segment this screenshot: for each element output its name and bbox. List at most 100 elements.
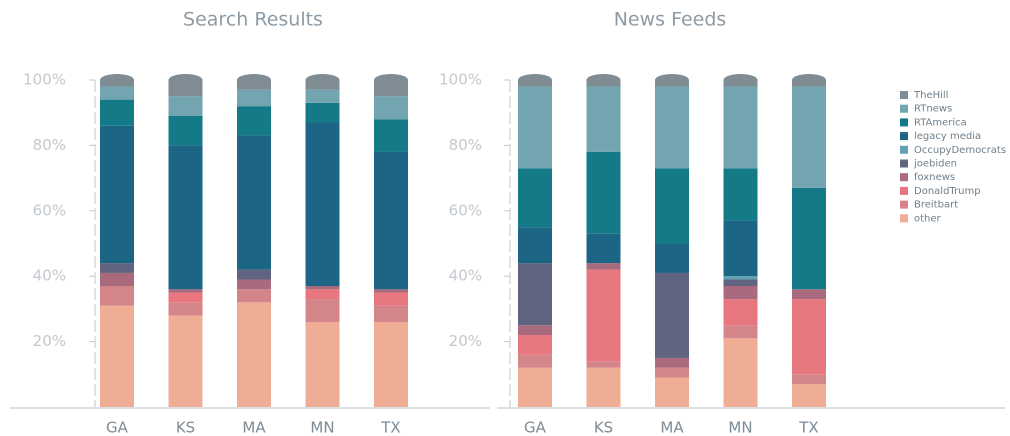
bar-segment [305, 289, 340, 300]
x-tick-label: MA [660, 419, 684, 436]
bar-segment [518, 168, 552, 228]
bar-segment [723, 338, 758, 407]
bar-segment [374, 96, 408, 120]
bar-segment [518, 335, 552, 355]
bar-segment [655, 168, 689, 244]
bar-segment [723, 299, 758, 326]
legend-swatch [900, 132, 908, 141]
bar-segment [100, 86, 134, 100]
bar-segment [100, 263, 134, 273]
bar-segment [723, 325, 758, 339]
legend-label: Breitbart [914, 200, 958, 211]
legend-label: RTAmerica [914, 117, 967, 128]
y-tick-label: 60% [33, 201, 66, 219]
x-tick-label: TX [380, 419, 400, 436]
y-tick-label: 80% [33, 136, 66, 154]
bar-cap [518, 74, 552, 86]
chart-title: News Feeds [614, 9, 727, 31]
bar-segment [518, 354, 552, 368]
bar-segment [305, 286, 340, 290]
bar-segment [518, 263, 552, 326]
bar-segment [168, 292, 203, 303]
bar-segment [374, 305, 408, 322]
bar-segment [518, 86, 552, 169]
bar-segment [237, 279, 271, 290]
bar-segment [586, 233, 621, 264]
legend-label: foxnews [914, 172, 955, 183]
legend-label: joebiden [913, 159, 957, 170]
bar-segment [100, 99, 134, 126]
x-tick-label: TX [798, 419, 818, 436]
bar-segment [100, 125, 134, 264]
bar-segment [586, 151, 621, 234]
bar-cap [723, 74, 758, 86]
legend-swatch [900, 104, 908, 113]
bar-segment [374, 292, 408, 306]
bar-segment [723, 276, 758, 280]
bar-segment [374, 151, 408, 290]
bar-segment [586, 269, 621, 362]
bar-segment [237, 289, 271, 303]
legend-swatch [900, 118, 908, 127]
bar-segment [100, 305, 134, 407]
bar-segment [305, 102, 340, 123]
bar-cap [237, 74, 271, 86]
y-tick-label: 20% [33, 332, 66, 350]
bar-segment [723, 279, 758, 287]
y-tick-label: 40% [33, 267, 66, 285]
bar-segment [586, 263, 621, 270]
y-tick-label: 100% [439, 71, 482, 89]
bar-segment [237, 269, 271, 280]
bar-cap [586, 74, 621, 86]
chart-title: Search Results [183, 9, 323, 31]
x-tick-label: GA [524, 419, 547, 436]
x-tick-label: GA [106, 419, 129, 436]
bar-cap [374, 74, 408, 86]
bar-segment [374, 289, 408, 293]
bar-segment [168, 315, 203, 407]
legend-swatch [900, 200, 908, 209]
bar-segment [374, 119, 408, 152]
bar-segment [586, 86, 621, 152]
bar-segment [723, 86, 758, 169]
bar-cap [792, 74, 826, 86]
x-tick-label: MA [242, 419, 266, 436]
x-tick-label: KS [594, 419, 613, 436]
bar-segment [655, 357, 689, 368]
legend-label: other [914, 213, 942, 224]
bar-cap [100, 74, 134, 86]
legend-label: OccupyDemocrats [914, 145, 1006, 156]
bar-segment [792, 299, 826, 375]
bar-segment [518, 367, 552, 407]
bar-segment [237, 89, 271, 107]
bar-segment [792, 86, 826, 188]
y-tick-label: 100% [23, 71, 66, 89]
legend-swatch [900, 186, 908, 195]
bar-segment [518, 325, 552, 336]
bar-segment [374, 321, 408, 407]
x-tick-label: MN [310, 419, 334, 436]
bar-segment [586, 361, 621, 368]
legend-label: RTnews [914, 104, 952, 115]
bar-segment [305, 89, 340, 103]
bar-cap [168, 74, 203, 86]
legend-swatch [900, 159, 908, 168]
bar-segment [305, 321, 340, 407]
bar-segment [723, 220, 758, 277]
bar-segment [168, 145, 203, 290]
bar-segment [168, 96, 203, 116]
bar-segment [305, 122, 340, 287]
bar-cap [655, 74, 689, 86]
bar-segment [237, 135, 271, 270]
bar-segment [655, 377, 689, 407]
bar-segment [168, 302, 203, 316]
bar-segment [518, 227, 552, 264]
bar-segment [237, 106, 271, 136]
bar-segment [586, 367, 621, 407]
legend-swatch [900, 145, 908, 154]
legend-swatch [900, 214, 908, 223]
bar-segment [237, 302, 271, 407]
bar-segment [792, 384, 826, 407]
legend-label: DonaldTrump [914, 186, 981, 197]
